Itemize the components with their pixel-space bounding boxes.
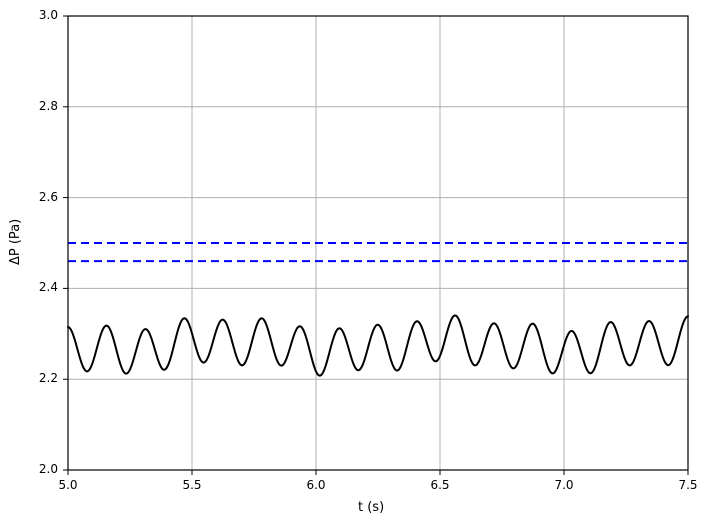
x-tick-label: 6.0	[301, 478, 331, 492]
line-chart	[0, 0, 704, 530]
y-tick-label: 2.4	[39, 280, 58, 294]
y-axis-label: ΔP (Pa)	[8, 219, 23, 265]
x-axis-label: t (s)	[358, 500, 384, 515]
tick-marks	[63, 16, 688, 475]
reference-lines	[68, 243, 688, 261]
chart-container: 5.0 5.5 6.0 6.5 7.0 7.5 2.0 2.2 2.4 2.6 2.8 3.0 t …	[0, 0, 704, 530]
y-tick-label: 2.6	[39, 190, 58, 204]
data-series	[68, 315, 688, 375]
x-tick-label: 5.5	[177, 478, 207, 492]
x-tick-label: 7.0	[549, 478, 579, 492]
y-tick-label: 3.0	[39, 8, 58, 22]
x-tick-label: 7.5	[673, 478, 703, 492]
y-tick-label: 2.0	[39, 462, 58, 476]
y-tick-label: 2.8	[39, 99, 58, 113]
x-tick-label: 5.0	[53, 478, 83, 492]
x-tick-label: 6.5	[425, 478, 455, 492]
y-tick-label: 2.2	[39, 371, 58, 385]
